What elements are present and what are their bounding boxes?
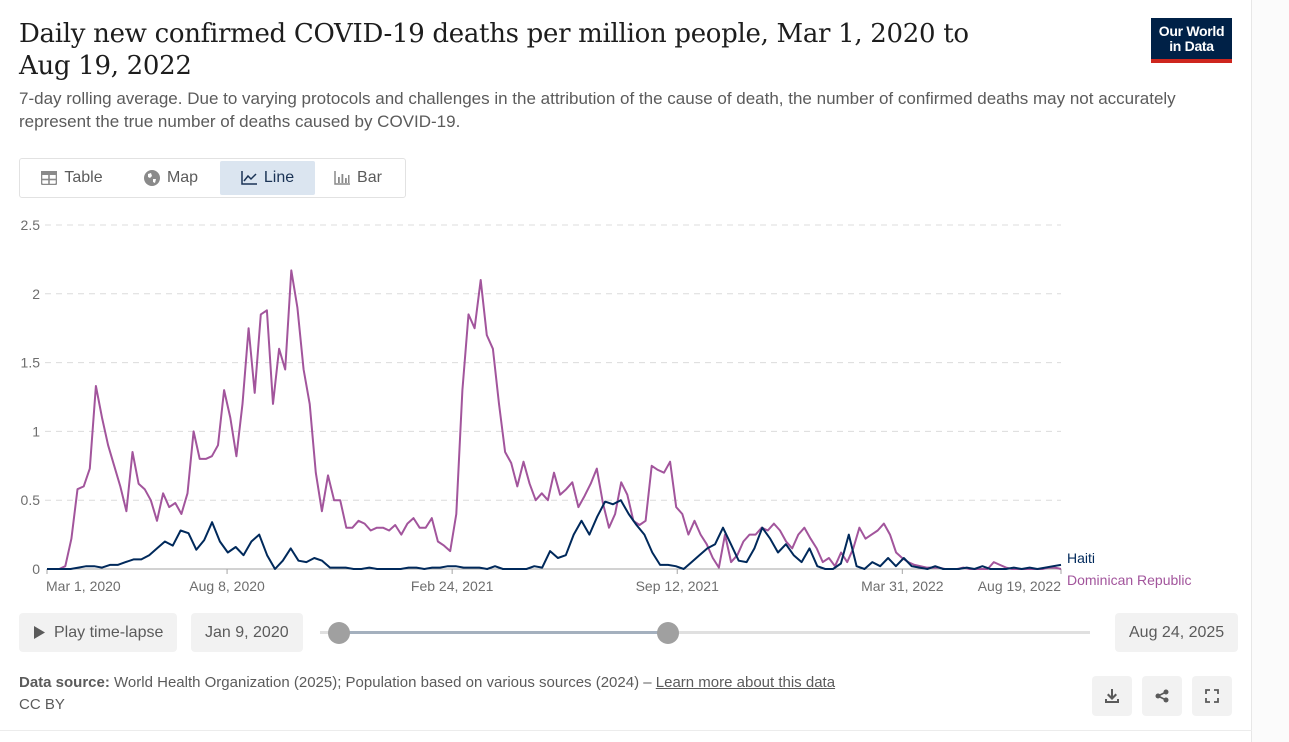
x-tick-label: Feb 24, 2021	[411, 578, 494, 594]
legend-label-haiti: Haiti	[1067, 550, 1095, 566]
tab-line[interactable]: Line	[220, 161, 315, 195]
legend: Haiti Dominican Republic	[1067, 550, 1192, 588]
download-icon	[1105, 689, 1119, 703]
data-source: Data source: World Health Organization (…	[19, 672, 835, 693]
tab-label: Bar	[357, 169, 382, 186]
y-tick-label: 2	[32, 286, 40, 302]
series-lines	[47, 269, 1062, 570]
timeline-start-date-button[interactable]: Jan 9, 2020	[191, 613, 303, 652]
share-button[interactable]	[1142, 676, 1182, 716]
timeline-slider-range[interactable]	[339, 631, 669, 634]
tab-label: Line	[263, 169, 295, 186]
series-line-dominican-republic	[47, 269, 1062, 570]
page-side-panel	[1252, 0, 1289, 742]
timeline-end-handle[interactable]	[657, 622, 680, 644]
start-date-label: Jan 9, 2020	[205, 623, 289, 641]
bar-chart-icon	[334, 171, 351, 185]
logo-line-1: Our World	[1158, 23, 1225, 39]
fullscreen-button[interactable]	[1192, 676, 1232, 716]
source-text: World Health Organization (2025); Popula…	[114, 674, 652, 691]
learn-more-link[interactable]: Learn more about this data	[655, 674, 836, 691]
line-chart: 0 0.5 1 1.5 2 2.5 Mar 1, 2020 Aug 8, 2020 Feb 2…	[21, 217, 1192, 594]
chart-subtitle: 7-day rolling average. Due to varying pr…	[19, 89, 1176, 131]
end-date-label: Aug 24, 2025	[1129, 623, 1225, 641]
chart-title: Daily new confirmed COVID-19 deaths per …	[19, 19, 969, 81]
share-icon	[1155, 689, 1169, 703]
timeline-start-handle[interactable]	[328, 622, 350, 644]
y-tick-label: 0.5	[21, 492, 41, 508]
play-label: Play time-lapse	[54, 623, 164, 641]
x-tick-label: Mar 31, 2022	[861, 578, 944, 594]
source-label: Data source:	[19, 674, 110, 691]
y-tick-label: 0	[32, 561, 40, 577]
x-axis: Mar 1, 2020 Aug 8, 2020 Feb 24, 2021 Sep 12…	[46, 568, 1062, 594]
x-tick-label: Mar 1, 2020	[46, 578, 121, 594]
fullscreen-icon	[1205, 689, 1219, 703]
owid-logo[interactable]: Our World in Data	[1151, 18, 1232, 63]
timeline-end-date-button[interactable]: Aug 24, 2025	[1115, 613, 1239, 652]
tab-bar[interactable]: Bar	[315, 161, 401, 195]
table-icon	[41, 171, 58, 185]
play-icon	[34, 626, 45, 639]
grid-lines	[45, 224, 1061, 501]
series-line-haiti	[47, 499, 1062, 570]
timeline-slider-track[interactable]	[320, 631, 1090, 634]
x-tick-label: Sep 12, 2021	[636, 578, 720, 594]
divider	[0, 730, 1252, 731]
y-axis: 0 0.5 1 1.5 2 2.5	[21, 217, 41, 577]
legend-label-dominican-republic: Dominican Republic	[1067, 572, 1192, 588]
tab-label: Table	[64, 169, 103, 186]
y-tick-label: 1.5	[21, 355, 41, 371]
x-tick-label: Aug 19, 2022	[978, 578, 1062, 594]
y-tick-label: 1	[32, 423, 40, 439]
line-chart-icon	[241, 171, 257, 185]
view-tabs: Table Map Line Bar	[19, 158, 406, 198]
logo-line-2: in Data	[1169, 38, 1214, 54]
x-tick-label: Aug 8, 2020	[189, 578, 265, 594]
y-tick-label: 2.5	[21, 217, 41, 233]
download-button[interactable]	[1092, 676, 1132, 716]
tab-map[interactable]: Map	[122, 161, 220, 195]
globe-icon	[143, 170, 160, 186]
tab-table[interactable]: Table	[22, 161, 122, 195]
license-text: CC BY	[19, 696, 65, 713]
tab-label: Map	[166, 169, 199, 186]
play-timelapse-button[interactable]: Play time-lapse	[19, 613, 178, 652]
